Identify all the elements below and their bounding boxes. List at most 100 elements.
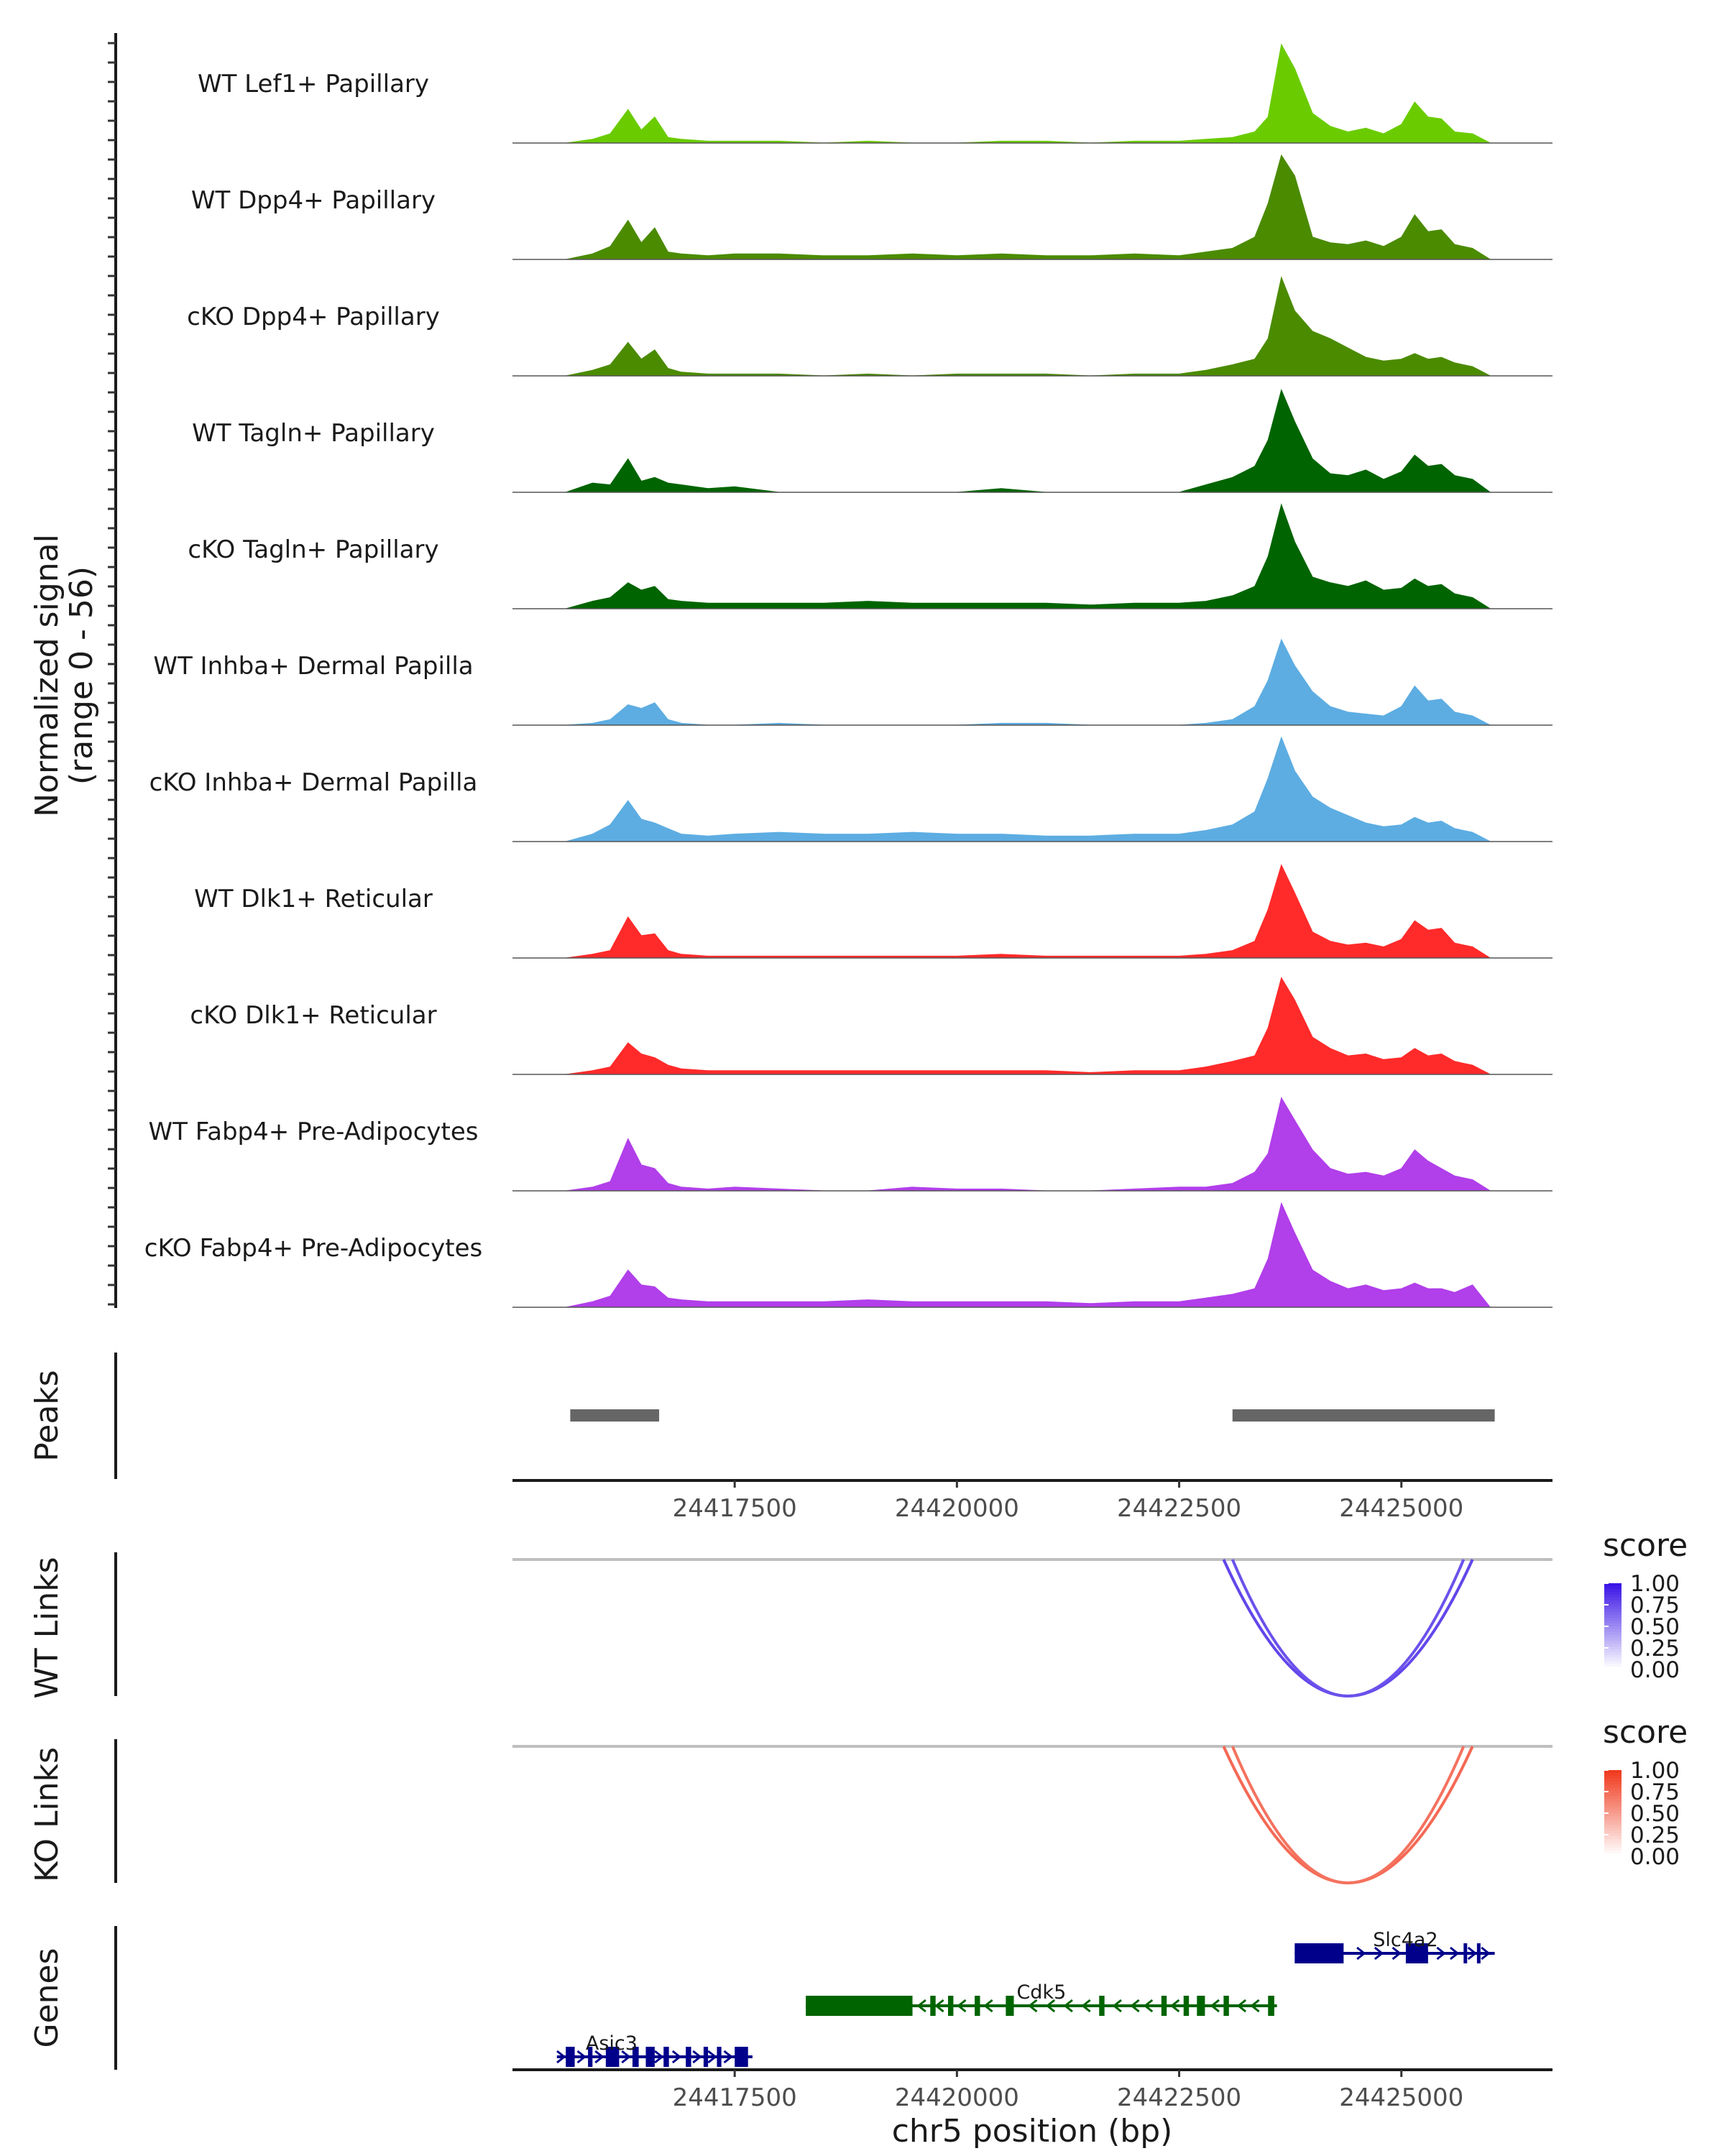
- gene-exon: [948, 1996, 954, 2016]
- legend-gradient-step: [1604, 1839, 1622, 1843]
- gene-exon: [588, 2047, 593, 2067]
- legend-gradient-step: [1604, 1661, 1622, 1664]
- link-track: KO Links score 1.000.750.500.250.00: [29, 1714, 1688, 1884]
- legend-gradient-step: [1604, 1621, 1622, 1624]
- gene-strand-arrow: [707, 2050, 717, 2064]
- gene-strand-arrow: [692, 2050, 702, 2064]
- gene-strand-arrow: [1210, 1999, 1220, 2013]
- legend-gradient-step: [1604, 1796, 1622, 1800]
- gene-exon: [632, 2047, 639, 2067]
- legend-gradient-step: [1604, 1845, 1622, 1848]
- gene-strand-arrow: [1236, 1999, 1247, 2013]
- legend-gradient-step: [1604, 1810, 1622, 1814]
- coverage-area: [566, 276, 1491, 377]
- peaks-label: Peaks: [29, 1370, 65, 1461]
- legend-gradient-step: [1604, 1805, 1622, 1808]
- legend-gradient-step: [1604, 1664, 1622, 1667]
- gene-exon: [663, 2047, 669, 2067]
- legend-gradient-step: [1604, 1629, 1622, 1633]
- legend-gradient-step: [1604, 1830, 1622, 1834]
- coverage-track: WT Inhba+ Dermal Papilla: [153, 638, 1552, 726]
- legend-gradient-step: [1604, 1598, 1622, 1601]
- coverage-area: [566, 1097, 1492, 1192]
- gene-strand-arrow: [621, 2050, 631, 2064]
- link-track-label: WT Links: [29, 1557, 65, 1698]
- gene-strand-arrow: [1356, 1946, 1366, 1961]
- legend-gradient-step: [1604, 1623, 1622, 1627]
- gene-exon: [735, 2047, 748, 2067]
- legend-gradient-step: [1604, 1782, 1622, 1785]
- coverage-track-label: WT Fabp4+ Pre-Adipocytes: [149, 1118, 479, 1146]
- legend-tick-label: 1.00: [1630, 1571, 1680, 1597]
- gene-strand-arrow: [1450, 1946, 1460, 1961]
- legend-gradient-step: [1604, 1799, 1622, 1802]
- score-legend: score 1.000.750.500.250.00: [1603, 1714, 1688, 1870]
- coverage-area: [566, 503, 1492, 609]
- legend-tick-label: 0.00: [1630, 1657, 1680, 1683]
- gene-strand-arrow: [1374, 1946, 1384, 1961]
- gene-model: Slc4a2: [1294, 1929, 1495, 1963]
- gene-exon: [1268, 1996, 1274, 2016]
- gene-model: Cdk5: [806, 1981, 1277, 2016]
- gene-strand-arrow: [1130, 1999, 1140, 2013]
- coverage-track-label: WT Lef1+ Papillary: [198, 70, 429, 98]
- legend-gradient-step: [1604, 1822, 1622, 1825]
- gene-label: Asic3: [586, 2032, 638, 2055]
- legend-gradient-step: [1604, 1649, 1622, 1653]
- x-tick-label: 24417500: [673, 2083, 797, 2112]
- gene-strand-arrow: [1436, 1946, 1446, 1961]
- legend-gradient-step: [1604, 1773, 1622, 1777]
- peak-bar: [570, 1409, 660, 1422]
- x-tick-label: 24420000: [895, 1494, 1019, 1523]
- gene-strand-arrow: [1169, 1999, 1180, 2013]
- gene-strand-arrow: [983, 1999, 993, 2013]
- legend-tick-label: 0.75: [1630, 1779, 1680, 1805]
- legend-gradient-step: [1604, 1644, 1622, 1647]
- legend-gradient-step: [1604, 1842, 1622, 1846]
- legend-gradient-step: [1604, 1784, 1622, 1788]
- legend-gradient-step: [1604, 1848, 1622, 1851]
- legend-gradient-step: [1604, 1793, 1622, 1797]
- genes-label: Genes: [29, 1948, 65, 2047]
- gene-strand-arrow: [1481, 1946, 1491, 1961]
- legend-gradient-step: [1604, 1641, 1622, 1644]
- gene-label: Slc4a2: [1373, 1929, 1438, 1951]
- link-track: WT Links score 1.000.750.500.250.00: [29, 1527, 1688, 1699]
- gene-strand-arrow: [1143, 1999, 1154, 2013]
- coverage-track: cKO Fabp4+ Pre-Adipocytes: [144, 1202, 1552, 1308]
- peak-bars: [570, 1409, 1495, 1422]
- legend-gradient-step: [1604, 1626, 1622, 1630]
- gene-exon: [566, 2047, 575, 2067]
- gene-strand-arrow: [934, 1999, 944, 2013]
- gene-strand-arrow: [1081, 1999, 1091, 2013]
- legend-gradient-step: [1604, 1813, 1622, 1817]
- gene-exon: [1183, 1996, 1190, 2016]
- legend-gradient-step: [1604, 1655, 1622, 1659]
- gene-strand-arrow: [723, 2050, 733, 2064]
- coverage-track-label: WT Inhba+ Dermal Papilla: [153, 652, 473, 681]
- coverage-area: [566, 864, 1492, 959]
- coverage-track: cKO Inhba+ Dermal Papilla: [150, 736, 1552, 842]
- gene-exon: [1099, 1996, 1105, 2016]
- peak-bar: [1232, 1409, 1495, 1422]
- legend-gradient-step: [1604, 1807, 1622, 1811]
- legend-gradient-step: [1604, 1770, 1622, 1774]
- coverage-area: [566, 977, 1491, 1075]
- coverage-area: [566, 1202, 1491, 1308]
- legend-gradient-step: [1604, 1600, 1622, 1604]
- x-tick-label: 24425000: [1339, 2083, 1463, 2112]
- legend-tick-label: 1.00: [1630, 1758, 1680, 1784]
- legend-tick-label: 0.25: [1630, 1636, 1680, 1662]
- link-arc: [1230, 1559, 1466, 1697]
- coverage-track: cKO Tagln+ Papillary: [188, 503, 1552, 609]
- legend-gradient-step: [1604, 1787, 1622, 1791]
- legend-gradient-step: [1604, 1828, 1622, 1831]
- legend-gradient-step: [1604, 1802, 1622, 1805]
- legend-title: score: [1603, 1527, 1688, 1564]
- legend-gradient-step: [1604, 1833, 1622, 1837]
- legend-gradient-step: [1604, 1836, 1622, 1840]
- legend-title: score: [1603, 1714, 1688, 1751]
